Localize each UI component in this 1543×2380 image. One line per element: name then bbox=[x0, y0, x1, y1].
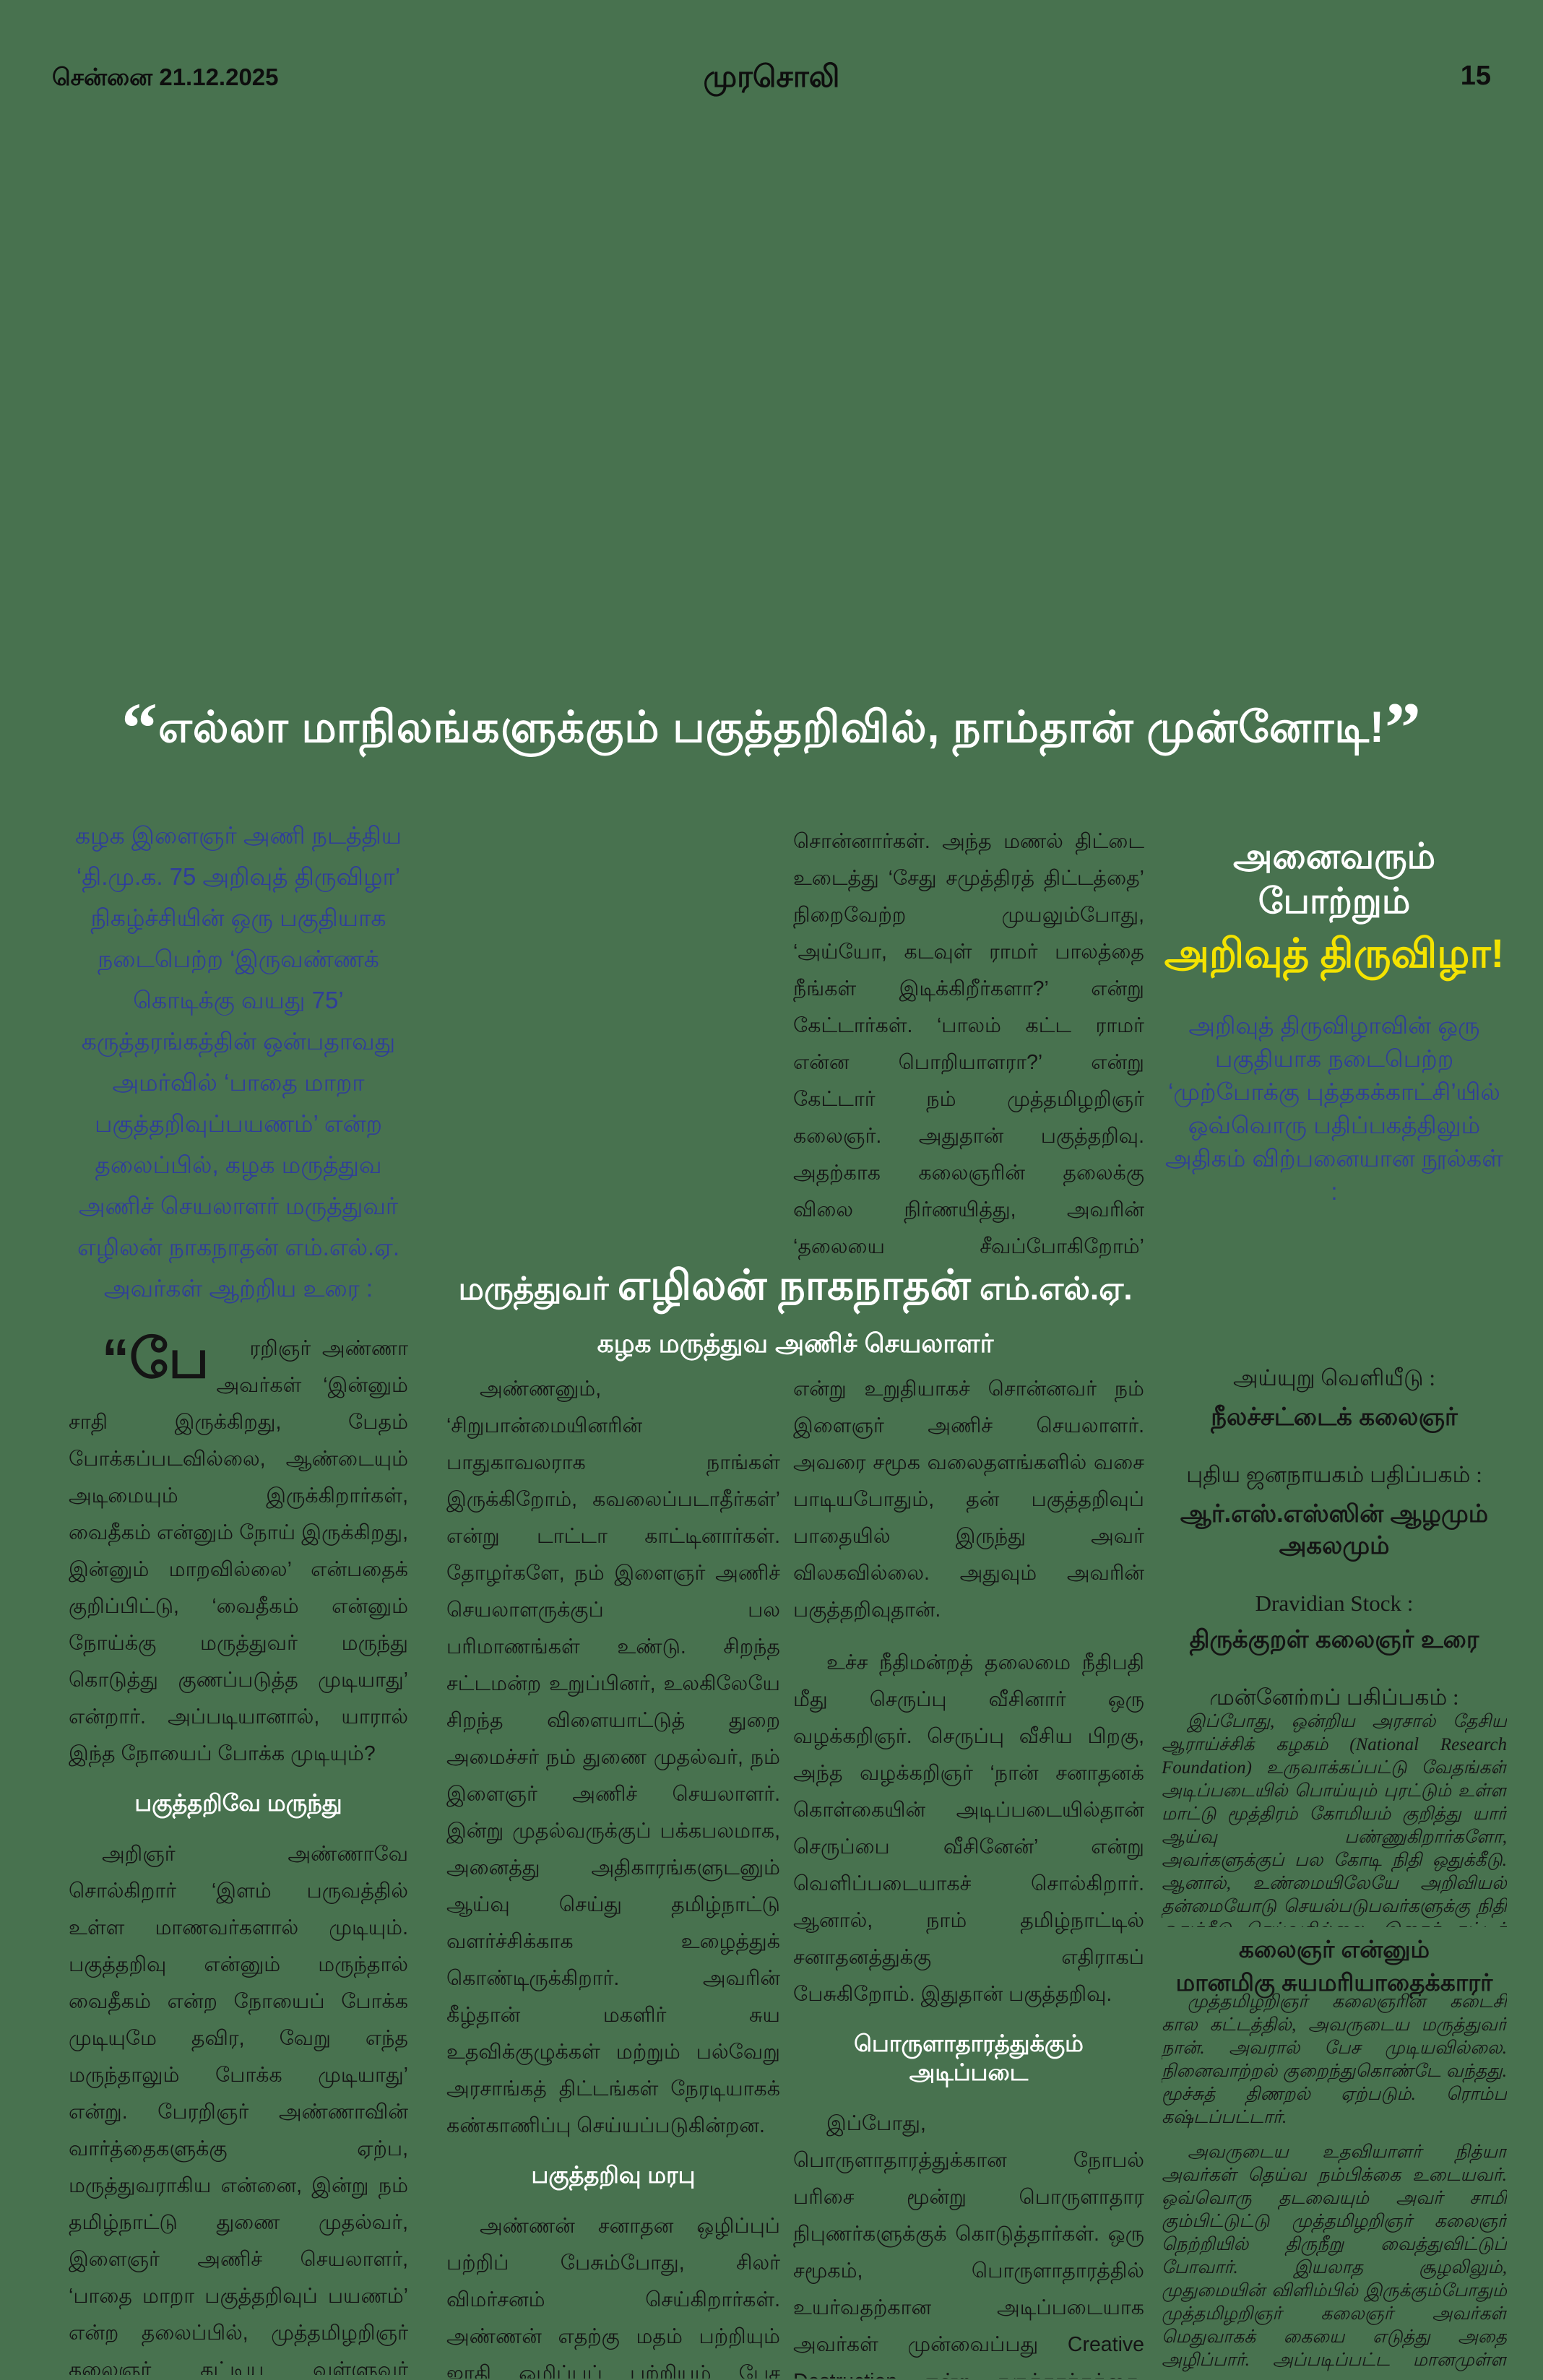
speech-intro: கழக இளைஞர் அணி நடத்திய ‘தி.மு.க. 75 அறிவ… bbox=[74, 822, 402, 1302]
publisher-label: Dravidian Stock : bbox=[1255, 1591, 1414, 1616]
subhead-rationalist-heritage: பகுத்தறிவு மரபு bbox=[531, 2162, 696, 2188]
column-1: கழக இளைஞர் அணி நடத்திய ‘தி.மு.க. 75 அறிவ… bbox=[69, 815, 408, 2375]
dateline: சென்னை 21.12.2025 bbox=[52, 64, 279, 90]
drop-cap: “பே bbox=[102, 1328, 209, 1390]
speaker-name: எழிலன் நாகநாதன் bbox=[617, 1262, 971, 1309]
paragraph: இப்போது, ஒன்றிய அரசால் தேசிய ஆராய்ச்சிக்… bbox=[1162, 1712, 1507, 1927]
paragraph: இப்போது, பொருளாதாரத்துக்கான நோபல் பரிசை … bbox=[793, 2112, 1144, 2379]
column-4-nrf: இப்போது, ஒன்றிய அரசால் தேசிய ஆராய்ச்சிக்… bbox=[1162, 1710, 1507, 1927]
publisher-label: அய்யுறு வெளியீடு : bbox=[1233, 1365, 1435, 1390]
column-3-upper: சொன்னார்கள். அந்த மணல் திட்டை உடைத்து ‘ச… bbox=[793, 823, 1144, 1268]
column-4-subhead: கலைஞர் என்னும் மானமிகு சுயமரியாதைக்காரர் bbox=[1162, 1933, 1507, 1999]
speaker-prefix: மருத்துவர் bbox=[458, 1271, 609, 1307]
promo-headline-white: அனைவரும் போற்றும் bbox=[1232, 837, 1436, 921]
book-item: முன்னேற்றப் பதிப்பகம் : இந்திய தேசிய ராண… bbox=[1162, 1684, 1507, 1705]
book-item: புதிய ஜனநாயகம் பதிப்பகம் : ஆர்.எஸ்.எஸ்ஸி… bbox=[1162, 1462, 1507, 1562]
subhead-kalaignar-line2: மானமிகு சுயமரியாதைக்காரர் bbox=[1175, 1969, 1493, 1996]
publisher-label: முன்னேற்றப் பதிப்பகம் : bbox=[1209, 1684, 1459, 1705]
book-fair-note: அறிவுத் திருவிழாவின் ஒரு பகுதியாக நடைபெற… bbox=[1165, 1012, 1503, 1205]
book-list: அய்யுறு வெளியீடு : நீலச்சட்டைக் கலைஞர் ப… bbox=[1162, 1365, 1507, 1705]
book-title: திருக்குறள் கலைஞர் உரை bbox=[1189, 1626, 1479, 1653]
page-header: சென்னை 21.12.2025 முரசொலி 15 bbox=[52, 59, 1491, 95]
subhead-kalaignar-line1: கலைஞர் என்னும் bbox=[1238, 1936, 1430, 1963]
subhead-medicine: பகுத்தறிவே மருந்து bbox=[134, 1790, 342, 1816]
paragraph: “பே ரறிஞர் அண்ணா அவர்கள் ‘இன்னும் சாதி இர… bbox=[69, 1330, 408, 1773]
book-item: Dravidian Stock : திருக்குறள் கலைஞர் உரை bbox=[1162, 1591, 1507, 1656]
speaker-name-line: மருத்துவர் எழிலன் நாகநாதன் எம்.எல்.ஏ. bbox=[446, 1261, 1144, 1315]
paragraph: அண்ணனும், ‘சிறுபான்மையினரின் பாதுகாவலராக… bbox=[446, 1377, 780, 2137]
subhead-economics-basis: பொருளாதாரத்துக்கும் அடிப்படை bbox=[854, 2030, 1084, 2085]
masthead: முரசொலி bbox=[703, 59, 840, 93]
book-title: நீலச்சட்டைக் கலைஞர் bbox=[1211, 1403, 1458, 1431]
paragraph: அறிஞர் அண்ணாவே சொல்கிறார் ‘இளம் பருவத்தி… bbox=[69, 1843, 408, 2375]
speaker-suffix: எம்.எல்.ஏ. bbox=[980, 1271, 1133, 1307]
main-headline: “எல்லா மாநிலங்களுக்கும் பகுத்தறிவில், நா… bbox=[0, 692, 1543, 764]
paragraph: உச்ச நீதிமன்றத் தலைமை நீதிபதி மீது செருப… bbox=[793, 1651, 1144, 2006]
book-item: அய்யுறு வெளியீடு : நீலச்சட்டைக் கலைஞர் bbox=[1162, 1365, 1507, 1433]
book-title: ஆர்.எஸ்.எஸ்ஸின் ஆழமும் அகலமும் bbox=[1180, 1500, 1489, 1559]
speaker-byline: மருத்துவர் எழிலன் நாகநாதன் எம்.எல்.ஏ. கழ… bbox=[446, 1261, 1144, 1362]
paragraph: அவருடைய உதவியாளர் நித்யா அவர்கள் தெய்வ ந… bbox=[1162, 2142, 1507, 2370]
close-quote-mark: ” bbox=[1385, 688, 1422, 768]
paragraph: அண்ணன் சனாதன ஒழிப்புப் பற்றிப் பேசும்போத… bbox=[446, 2215, 780, 2379]
paragraph: என்று உறுதியாகச் சொன்னவர் நம் இளைஞர் அணி… bbox=[793, 1377, 1144, 1622]
paragraph-text: ரறிஞர் அண்ணா அவர்கள் ‘இன்னும் சாதி இருக்… bbox=[69, 1337, 408, 1765]
column-2: அண்ணனும், ‘சிறுபான்மையினரின் பாதுகாவலராக… bbox=[446, 1371, 780, 2379]
promo-headline-yellow: அறிவுத் திருவிழா! bbox=[1164, 930, 1505, 976]
column-3-lower: என்று உறுதியாகச் சொன்னவர் நம் இளைஞர் அணி… bbox=[793, 1371, 1144, 2379]
main-headline-text: எல்லா மாநிலங்களுக்கும் பகுத்தறிவில், நாம… bbox=[157, 703, 1386, 751]
open-quote-mark: “ bbox=[121, 688, 158, 768]
speaker-title: கழக மருத்துவ அணிச் செயலாளர் bbox=[597, 1328, 994, 1358]
column-4-closing: முத்தமிழறிஞர் கலைஞரின் கடைசி கால கட்டத்த… bbox=[1162, 1991, 1507, 2373]
page-number: 15 bbox=[1460, 61, 1491, 91]
paragraph: சொன்னார்கள். அந்த மணல் திட்டை உடைத்து ‘ச… bbox=[793, 830, 1144, 1258]
publisher-label: புதிய ஜனநாயகம் பதிப்பகம் : bbox=[1186, 1462, 1482, 1487]
column-4-promo: அனைவரும் போற்றும் அறிவுத் திருவிழா! அறிவ… bbox=[1162, 834, 1507, 1208]
paragraph: முத்தமிழறிஞர் கலைஞரின் கடைசி கால கட்டத்த… bbox=[1162, 1992, 1507, 2127]
